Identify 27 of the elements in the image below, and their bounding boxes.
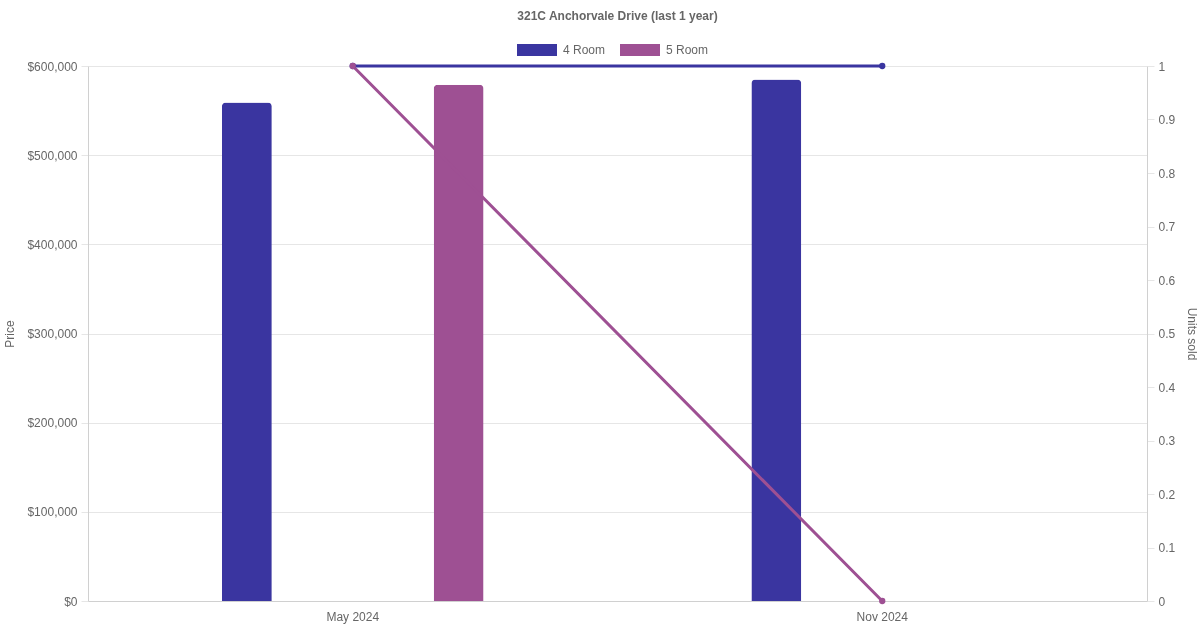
y2-tick-label: 0.6 xyxy=(1158,273,1176,288)
y-tick-label: $200,000 xyxy=(27,416,78,431)
bar xyxy=(221,102,272,601)
y2-tick-label: 1 xyxy=(1158,59,1166,74)
y-tick-label: $0 xyxy=(64,594,78,609)
y2-tick-label: 0.4 xyxy=(1158,380,1176,395)
legend-label: 4 Room xyxy=(563,43,606,57)
y-tick-label: $100,000 xyxy=(27,505,78,520)
y2-tick-label: 0.7 xyxy=(1158,220,1176,234)
chart-title: 321C Anchorvale Drive (last 1 year) xyxy=(517,9,718,23)
y2-tick-label: 0 xyxy=(1158,594,1166,609)
y-tick-label: $400,000 xyxy=(27,237,78,252)
y2-tick-label: 0.5 xyxy=(1158,327,1176,341)
y2-tick-label: 0.1 xyxy=(1158,541,1176,555)
y2-axis-title: Units sold xyxy=(1185,307,1200,361)
x-tick-label: Nov 2024 xyxy=(856,609,909,624)
y2-tick-label: 0.2 xyxy=(1158,487,1176,502)
y2-tick-label: 0.8 xyxy=(1158,166,1176,181)
y-tick-label: $500,000 xyxy=(27,148,78,163)
legend-label: 5 Room xyxy=(666,43,709,57)
y2-tick-label: 0.3 xyxy=(1158,434,1176,448)
y2-tick-label: 0.9 xyxy=(1158,113,1176,127)
y-tick-label: $300,000 xyxy=(27,327,78,341)
y-axis-title: Price xyxy=(3,320,18,348)
bar xyxy=(751,79,802,601)
y-tick-label: $600,000 xyxy=(27,59,78,74)
x-tick-label: May 2024 xyxy=(326,609,380,624)
